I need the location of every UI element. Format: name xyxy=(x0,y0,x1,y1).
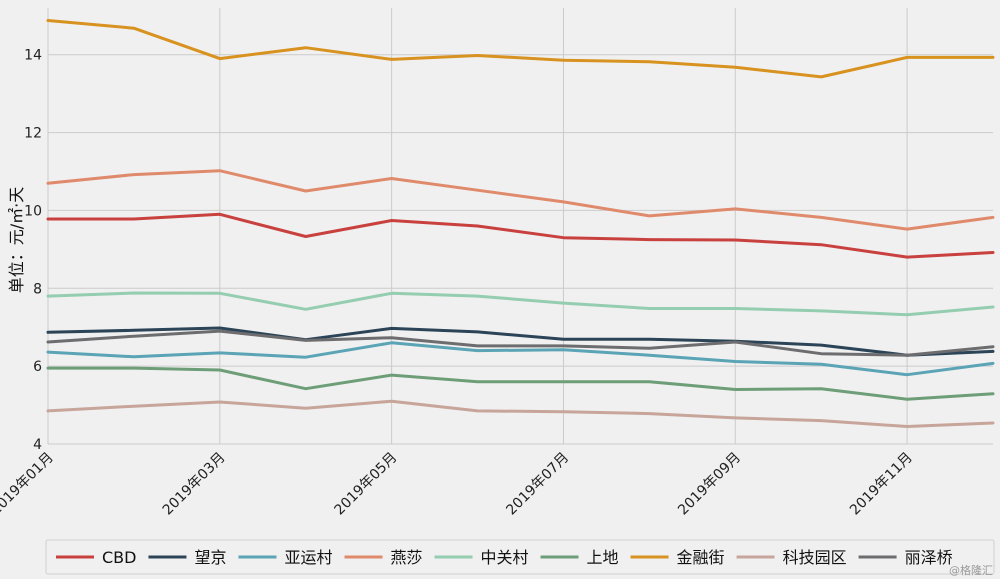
x-tick-label: 2019年11月 xyxy=(847,450,916,519)
legend-label: 上地 xyxy=(587,548,619,567)
series-line-3 xyxy=(46,169,995,231)
axes: 4 6 8 10 12 14 2019年01月 2019年03月 2019年05月 2019年07… xyxy=(0,48,916,519)
series-line-6 xyxy=(46,19,995,79)
x-tick-label: 2019年05月 xyxy=(332,450,401,519)
series-line-8 xyxy=(46,329,995,357)
legend-label: 丽泽桥 xyxy=(905,548,953,567)
legend-label: 亚运村 xyxy=(284,548,332,567)
watermark: @格隆汇 xyxy=(949,563,993,577)
series-line-0 xyxy=(46,212,995,259)
legend-label: 燕莎 xyxy=(391,548,423,567)
y-axis-label: 单位：元/㎡·天 xyxy=(7,187,26,293)
series-line-1 xyxy=(46,326,995,357)
grid xyxy=(47,8,993,445)
x-tick-label: 2019年03月 xyxy=(160,450,229,519)
y-tick-label: 12 xyxy=(24,126,42,142)
x-tick-label: 2019年07月 xyxy=(503,450,572,519)
y-tick-label: 6 xyxy=(33,359,42,375)
legend: CBD 望京 亚运村 燕莎 中关村 上地 金融街 科技园区 丽泽桥 xyxy=(45,539,995,575)
series-line-7 xyxy=(46,399,995,428)
series-line-5 xyxy=(46,366,995,401)
series-line-2 xyxy=(46,341,995,377)
y-tick-label: 8 xyxy=(33,281,42,297)
legend-label: 金融街 xyxy=(677,548,725,567)
x-tick-label: 2019年09月 xyxy=(675,450,744,519)
legend-label: 望京 xyxy=(194,548,226,567)
series-lines xyxy=(46,19,995,428)
series-line-4 xyxy=(46,291,995,317)
legend-label: 中关村 xyxy=(481,548,529,567)
legend-label: CBD xyxy=(102,548,136,567)
legend-box xyxy=(45,539,995,575)
y-tick-label: 14 xyxy=(24,48,42,64)
y-tick-label: 10 xyxy=(24,203,42,219)
legend-label: 科技园区 xyxy=(783,548,847,567)
x-tick-label: 2019年01月 xyxy=(0,450,57,519)
y-tick-label: 4 xyxy=(33,437,42,453)
